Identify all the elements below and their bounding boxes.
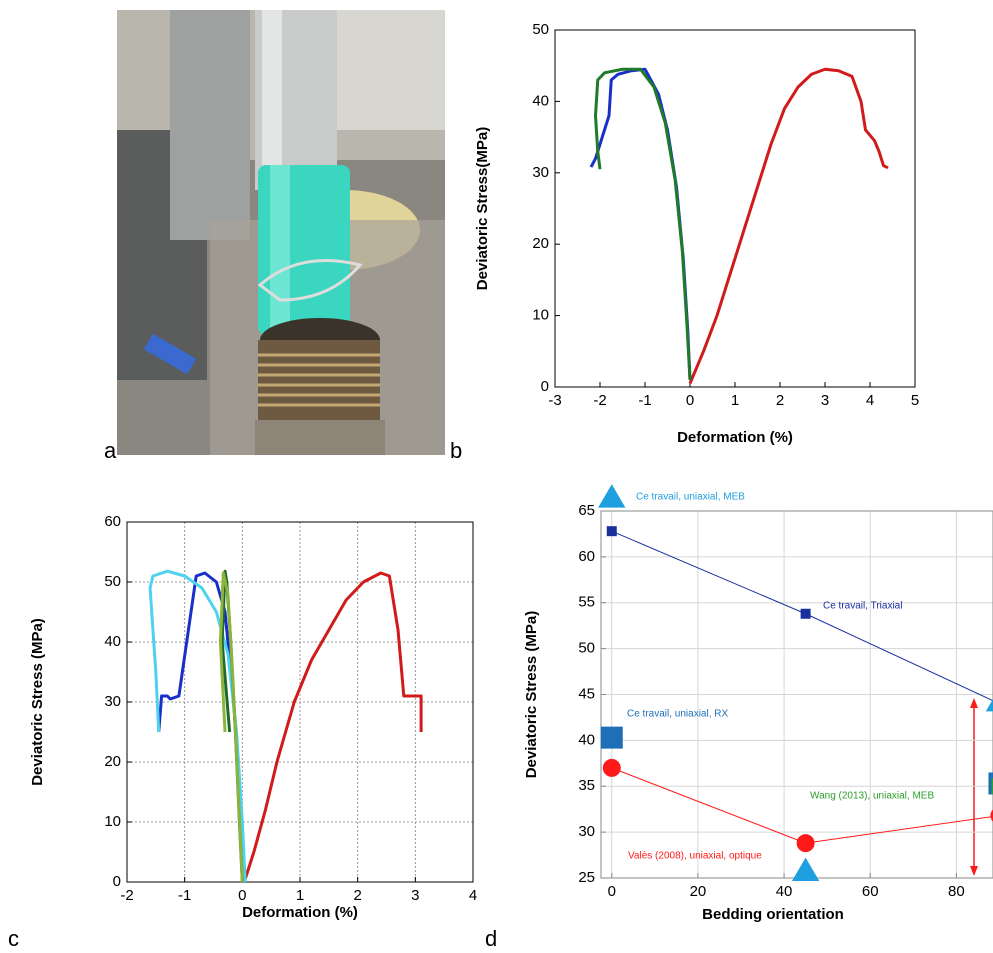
y-tick-label: 50 [104, 573, 121, 590]
y-tick-label: 30 [578, 823, 595, 840]
annotation: Valès (2008), uniaxial, optique [628, 851, 762, 862]
y-tick-label: 45 [578, 685, 595, 702]
x-tick-label: 4 [866, 392, 874, 409]
x-tick-label: -2 [593, 392, 606, 409]
data-line [589, 67, 692, 380]
x-tick-label: 20 [690, 883, 707, 900]
y-tick-label: 10 [532, 307, 549, 324]
x-axis-label: Deformation (%) [677, 429, 793, 446]
x-axis-label: Bedding orientation [702, 906, 844, 923]
x-tick-label: 1 [731, 392, 739, 409]
y-tick-label: 40 [104, 633, 121, 650]
annotation: Wang (2013), uniaxial, MEB [810, 791, 934, 802]
annotation: Ce travail, uniaxial, MEB [636, 492, 745, 503]
x-tick-label: -1 [638, 392, 651, 409]
marker [791, 857, 820, 882]
y-tick-label: 40 [532, 92, 549, 109]
y-tick-label: 20 [532, 235, 549, 252]
x-tick-label: -2 [120, 887, 133, 904]
x-tick-label: -1 [178, 887, 191, 904]
y-axis-label: Deviatoric Stress (MPa) [29, 618, 46, 786]
plot-frame [126, 521, 474, 883]
y-tick-label: 35 [578, 777, 595, 794]
chart: 0 10 20 30 40 50 60 -2 -1 0 1 2 3 4 Deformation (%) Dev… [29, 513, 477, 921]
y-axis-label: Deviatoric Stress(MPa) [474, 127, 491, 290]
y-tick-label: 60 [104, 513, 121, 530]
data-line [594, 67, 692, 380]
y-tick-label: 65 [578, 502, 595, 519]
y-tick-label: 30 [104, 693, 121, 710]
x-tick-label: 5 [911, 392, 919, 409]
y-tick-label: 55 [578, 594, 595, 611]
chart: 0 10 20 30 40 50 -3 -2 -1 0 1 2 3 4 5 Deformation (%) De… [474, 21, 919, 446]
y-tick-label: 25 [578, 869, 595, 886]
marker [985, 699, 993, 712]
y-tick-label: 10 [104, 813, 121, 830]
x-tick-label: 4 [469, 887, 477, 904]
photo [117, 10, 445, 455]
marker [800, 608, 811, 619]
y-axis-label: Deviatoric Stress (MPa) [523, 611, 540, 779]
x-tick-label: 3 [821, 392, 829, 409]
marker [600, 726, 623, 749]
x-tick-label: 3 [411, 887, 419, 904]
panel-label: b [450, 438, 462, 463]
panel-label: a [104, 438, 117, 463]
x-tick-label: 0 [238, 887, 246, 904]
y-tick-label: 50 [578, 640, 595, 657]
x-tick-label: 0 [608, 883, 616, 900]
panel-label: d [485, 926, 497, 951]
marker [988, 772, 993, 795]
marker [990, 809, 993, 822]
arrow [970, 698, 978, 876]
y-tick-label: 0 [113, 873, 121, 890]
panel-label: c [8, 926, 19, 951]
y-tick-label: 60 [578, 548, 595, 565]
x-tick-label: 1 [296, 887, 304, 904]
y-tick-label: 0 [541, 378, 549, 395]
x-tick-label: -3 [548, 392, 561, 409]
marker [602, 758, 621, 777]
data-line [218, 571, 244, 883]
x-axis-label: Deformation (%) [242, 904, 358, 921]
x-tick-label: 2 [353, 887, 361, 904]
y-tick-label: 30 [532, 164, 549, 181]
marker [991, 778, 993, 795]
x-tick-label: 40 [776, 883, 793, 900]
y-tick-label: 40 [578, 731, 595, 748]
data-line [243, 571, 423, 880]
annotation: Ce travail, Triaxial [823, 601, 902, 612]
x-tick-label: 0 [686, 392, 694, 409]
data-line [688, 67, 889, 385]
data-line [148, 569, 247, 883]
x-tick-label: 2 [776, 392, 784, 409]
y-tick-label: 50 [532, 21, 549, 38]
plot-frame [554, 29, 916, 388]
marker [606, 526, 617, 537]
y-tick-label: 20 [104, 753, 121, 770]
chart: 25 30 35 40 45 50 55 60 65 0 20 40 60 80 Bedding orien… [523, 484, 993, 923]
annotation: Ce travail, uniaxial, RX [627, 709, 728, 720]
x-tick-label: 80 [948, 883, 965, 900]
marker [796, 834, 815, 853]
data-line [157, 571, 247, 883]
x-tick-label: 60 [862, 883, 879, 900]
marker [598, 484, 626, 508]
